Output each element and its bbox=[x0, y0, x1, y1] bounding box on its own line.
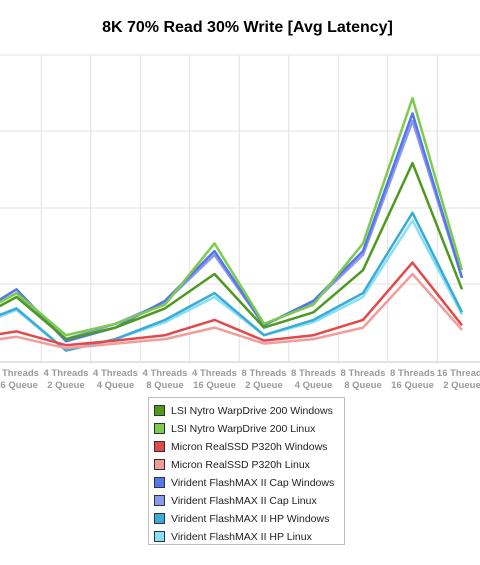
legend-label: Virident FlashMAX II HP Linux bbox=[171, 530, 312, 543]
x-tick-label: 16 Queue bbox=[391, 380, 434, 391]
x-tick-label: 8 Threads bbox=[291, 368, 336, 379]
legend-swatch bbox=[154, 441, 165, 452]
series-line bbox=[0, 211, 464, 352]
legend-label: Virident FlashMAX II Cap Windows bbox=[171, 476, 335, 489]
x-tick-label: 4 Threads bbox=[143, 368, 188, 379]
legend-item[interactable]: Micron RealSSD P320h Linux bbox=[154, 457, 310, 472]
legend-swatch bbox=[154, 423, 165, 434]
legend: LSI Nytro WarpDrive 200 Windows LSI Nytro… bbox=[148, 397, 345, 545]
legend-swatch bbox=[154, 477, 165, 488]
x-tick-label: 4 Queue bbox=[295, 380, 333, 391]
legend-item[interactable]: Virident FlashMAX II Cap Windows bbox=[154, 475, 334, 490]
legend-swatch bbox=[154, 531, 165, 542]
legend-label: Virident FlashMAX II Cap Linux bbox=[171, 494, 317, 507]
legend-label: LSI Nytro WarpDrive 200 Windows bbox=[171, 404, 333, 417]
series-line bbox=[0, 261, 463, 347]
series-lines bbox=[0, 96, 464, 352]
x-tick-label: 8 Threads bbox=[390, 368, 435, 379]
series-line bbox=[0, 96, 464, 337]
x-tick-label: 8 Queue bbox=[344, 380, 382, 391]
x-tick-label: 2 Queue bbox=[47, 380, 85, 391]
x-tick-label: 2 Threads bbox=[0, 368, 39, 379]
series-line bbox=[0, 161, 464, 341]
x-tick-label: 8 Threads bbox=[341, 368, 386, 379]
legend-swatch bbox=[154, 405, 165, 416]
x-tick-label: 8 Threads bbox=[242, 368, 287, 379]
x-tick-label: 4 Threads bbox=[192, 368, 237, 379]
x-tick-label: 8 Queue bbox=[146, 380, 184, 391]
legend-label: Micron RealSSD P320h Windows bbox=[171, 440, 328, 453]
legend-label: Virident FlashMAX II HP Windows bbox=[171, 512, 330, 525]
x-tick-label: 4 Queue bbox=[97, 380, 135, 391]
legend-item[interactable]: Virident FlashMAX II Cap Linux bbox=[154, 493, 317, 508]
legend-item[interactable]: LSI Nytro WarpDrive 200 Linux bbox=[154, 421, 315, 436]
x-tick-label: 2 Queue bbox=[245, 380, 283, 391]
x-tick-label: 16 Queue bbox=[0, 380, 38, 391]
chart-title: 8K 70% Read 30% Write [Avg Latency] bbox=[102, 19, 393, 36]
legend-swatch bbox=[154, 495, 165, 506]
legend-swatch bbox=[154, 513, 165, 524]
legend-label: Micron RealSSD P320h Linux bbox=[171, 458, 310, 471]
legend-item[interactable]: Virident FlashMAX II HP Windows bbox=[154, 511, 329, 526]
legend-swatch bbox=[154, 459, 165, 470]
x-tick-label: 16 Queue bbox=[193, 380, 236, 391]
series-line bbox=[0, 272, 463, 350]
x-tick-label: 4 Threads bbox=[44, 368, 89, 379]
x-tick-label: 16 Threads bbox=[437, 368, 480, 379]
legend-item[interactable]: LSI Nytro WarpDrive 200 Windows bbox=[154, 403, 333, 418]
legend-label: LSI Nytro WarpDrive 200 Linux bbox=[171, 422, 316, 435]
x-tick-label: 4 Threads bbox=[93, 368, 138, 379]
legend-item[interactable]: Micron RealSSD P320h Windows bbox=[154, 439, 327, 454]
x-tick-label: 2 Queue bbox=[443, 380, 480, 391]
legend-item[interactable]: Virident FlashMAX II HP Linux bbox=[154, 529, 312, 544]
